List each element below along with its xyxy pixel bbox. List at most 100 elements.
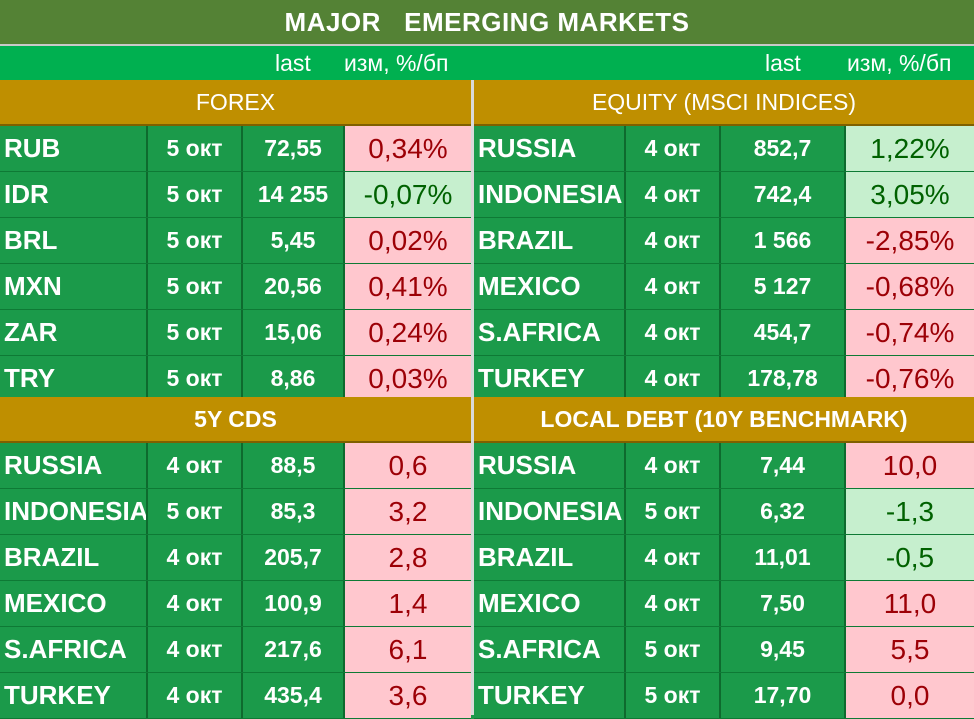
table-row: MEXICO 4 окт 100,9 1,4 — [0, 581, 471, 627]
table-row: S.AFRICA 4 окт 217,6 6,1 — [0, 627, 471, 673]
table-row: TURKEY 5 окт 17,70 0,0 — [474, 673, 974, 719]
row-change-value: 11,0 — [846, 581, 974, 626]
row-date: 4 окт — [626, 535, 721, 580]
row-last-value: 742,4 — [721, 172, 846, 217]
table-row: IDR 5 окт 14 255 -0,07% — [0, 172, 471, 218]
row-last-value: 100,9 — [243, 581, 345, 626]
row-change-value: -0,68% — [846, 264, 974, 309]
row-date: 4 окт — [148, 581, 243, 626]
row-name: TURKEY — [0, 673, 148, 718]
row-name: MEXICO — [474, 264, 626, 309]
row-change-value: -2,85% — [846, 218, 974, 263]
row-last-value: 11,01 — [721, 535, 846, 580]
row-change-value: -0,07% — [345, 172, 471, 217]
table-row: RUSSIA 4 окт 88,5 0,6 — [0, 443, 471, 489]
row-name: MXN — [0, 264, 148, 309]
row-last-value: 14 255 — [243, 172, 345, 217]
row-date: 5 окт — [626, 673, 721, 718]
row-date: 4 окт — [148, 627, 243, 672]
row-change-value: 3,05% — [846, 172, 974, 217]
row-name: INDONESIA — [474, 172, 626, 217]
row-name: TRY — [0, 356, 148, 401]
table-row: TRY 5 окт 8,86 0,03% — [0, 356, 471, 402]
row-last-value: 72,55 — [243, 126, 345, 171]
row-name: RUSSIA — [474, 443, 626, 488]
row-change-value: 10,0 — [846, 443, 974, 488]
row-last-value: 5 127 — [721, 264, 846, 309]
row-change-value: 3,6 — [345, 673, 471, 718]
row-name: INDONESIA — [0, 489, 148, 534]
row-name: BRAZIL — [0, 535, 148, 580]
row-date: 5 окт — [626, 489, 721, 534]
row-change-value: -0,74% — [846, 310, 974, 355]
row-date: 4 окт — [626, 218, 721, 263]
row-name: MEXICO — [0, 581, 148, 626]
row-date: 4 окт — [626, 126, 721, 171]
row-name: BRAZIL — [474, 535, 626, 580]
row-date: 5 окт — [148, 356, 243, 401]
row-last-value: 454,7 — [721, 310, 846, 355]
forex-panel: FOREX RUB 5 окт 72,55 0,34% IDR 5 окт 14 255 -0… — [0, 80, 471, 402]
row-last-value: 17,70 — [721, 673, 846, 718]
equity-panel: EQUITY (MSCI INDICES) RUSSIA 4 окт 852,7 1,… — [474, 80, 974, 402]
row-name: MEXICO — [474, 581, 626, 626]
row-change-value: 1,4 — [345, 581, 471, 626]
row-name: RUSSIA — [0, 443, 148, 488]
row-name: ZAR — [0, 310, 148, 355]
panel-divider — [471, 80, 474, 715]
row-last-value: 88,5 — [243, 443, 345, 488]
table-row: RUB 5 окт 72,55 0,34% — [0, 126, 471, 172]
table-row: MEXICO 4 окт 5 127 -0,68% — [474, 264, 974, 310]
row-date: 5 окт — [626, 627, 721, 672]
column-header-last-right: last — [765, 50, 801, 76]
table-row: MEXICO 4 окт 7,50 11,0 — [474, 581, 974, 627]
row-last-value: 435,4 — [243, 673, 345, 718]
table-row: INDONESIA 4 окт 742,4 3,05% — [474, 172, 974, 218]
row-change-value: 0,34% — [345, 126, 471, 171]
row-name: TURKEY — [474, 356, 626, 401]
row-date: 5 окт — [148, 264, 243, 309]
column-header-change-left: изм, %/бп — [344, 50, 449, 76]
table-row: TURKEY 4 окт 435,4 3,6 — [0, 673, 471, 719]
forex-section-header: FOREX — [0, 80, 471, 126]
table-row: INDONESIA 5 окт 6,32 -1,3 — [474, 489, 974, 535]
table-row: BRL 5 окт 5,45 0,02% — [0, 218, 471, 264]
table-row: ZAR 5 окт 15,06 0,24% — [0, 310, 471, 356]
cds-table: RUSSIA 4 окт 88,5 0,6 INDONESIA 5 окт 85,3 3,2 B… — [0, 443, 471, 719]
table-row: S.AFRICA 5 окт 9,45 5,5 — [474, 627, 974, 673]
row-last-value: 85,3 — [243, 489, 345, 534]
row-change-value: -0,5 — [846, 535, 974, 580]
row-last-value: 217,6 — [243, 627, 345, 672]
row-date: 5 окт — [148, 310, 243, 355]
row-name: RUSSIA — [474, 126, 626, 171]
row-change-value: 0,6 — [345, 443, 471, 488]
row-date: 5 окт — [148, 489, 243, 534]
row-name: TURKEY — [474, 673, 626, 718]
table-row: TURKEY 4 окт 178,78 -0,76% — [474, 356, 974, 402]
row-change-value: 6,1 — [345, 627, 471, 672]
row-date: 4 окт — [148, 443, 243, 488]
local-debt-section-header: LOCAL DEBT (10Y BENCHMARK) — [474, 397, 974, 443]
cds-panel: 5Y CDS RUSSIA 4 окт 88,5 0,6 INDONESIA 5 окт 8… — [0, 397, 471, 719]
table-row: RUSSIA 4 окт 7,44 10,0 — [474, 443, 974, 489]
row-change-value: 2,8 — [345, 535, 471, 580]
row-last-value: 7,50 — [721, 581, 846, 626]
row-name: IDR — [0, 172, 148, 217]
row-change-value: 0,02% — [345, 218, 471, 263]
equity-section-header: EQUITY (MSCI INDICES) — [474, 80, 974, 126]
row-last-value: 1 566 — [721, 218, 846, 263]
row-date: 4 окт — [626, 264, 721, 309]
row-change-value: 0,03% — [345, 356, 471, 401]
table-row: INDONESIA 5 окт 85,3 3,2 — [0, 489, 471, 535]
row-name: RUB — [0, 126, 148, 171]
local-debt-panel: LOCAL DEBT (10Y BENCHMARK) RUSSIA 4 окт 7,… — [474, 397, 974, 719]
row-last-value: 205,7 — [243, 535, 345, 580]
row-last-value: 8,86 — [243, 356, 345, 401]
row-date: 4 окт — [626, 172, 721, 217]
row-date: 4 окт — [148, 535, 243, 580]
row-date: 5 окт — [148, 218, 243, 263]
row-date: 4 окт — [148, 673, 243, 718]
row-name: S.AFRICA — [474, 310, 626, 355]
row-date: 4 окт — [626, 581, 721, 626]
table-row: BRAZIL 4 окт 11,01 -0,5 — [474, 535, 974, 581]
